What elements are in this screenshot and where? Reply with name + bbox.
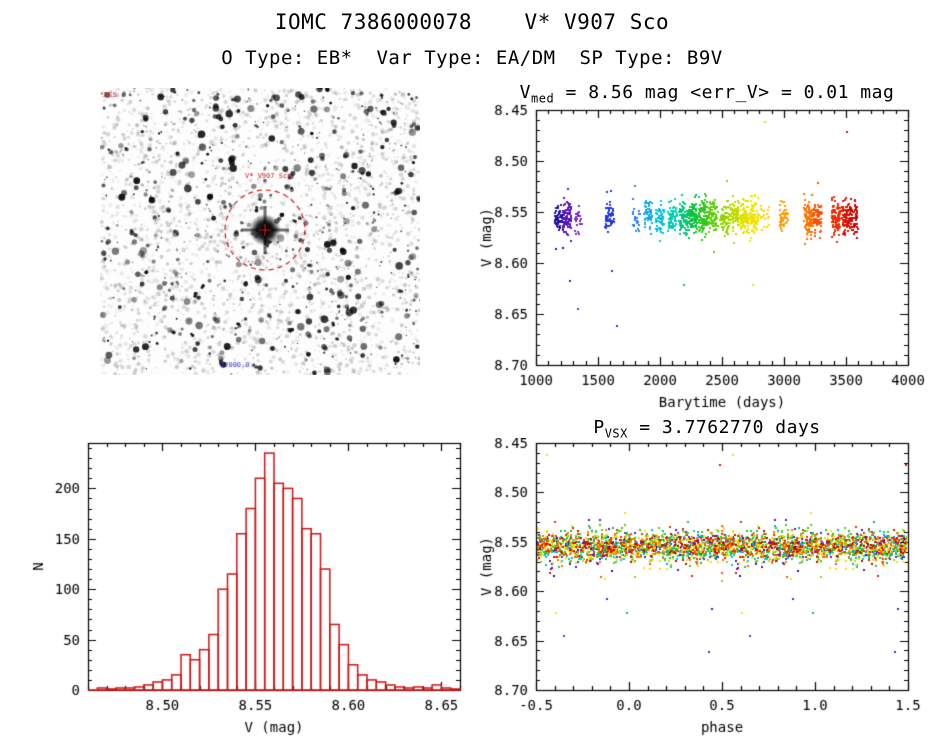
lightcurve-plot	[470, 104, 944, 414]
lightcurve-title-suffix: = 8.56 mag <err_V> = 0.01 mag	[554, 82, 895, 103]
finder-chart-image	[100, 88, 420, 375]
lightcurve-title-prefix: V	[519, 82, 532, 103]
phase-title-prefix: P	[593, 417, 605, 438]
phase-title-subscript: VSX	[604, 426, 628, 441]
lightcurve-title-subscript: med	[531, 91, 555, 106]
phase-folded-plot	[470, 438, 944, 747]
phase-title: PVSX = 3.7762770 days	[470, 417, 944, 441]
page-subtitle: O Type: EB* Var Type: EA/DM SP Type: B9V	[221, 47, 723, 69]
histogram-plot	[20, 420, 480, 747]
lightcurve-title: Vmed = 8.56 mag <err_V> = 0.01 mag	[470, 82, 944, 106]
page-title: IOMC 7386000078 V* V907 Sco	[274, 10, 670, 34]
phase-title-suffix: = 3.7762770 days	[627, 417, 821, 438]
